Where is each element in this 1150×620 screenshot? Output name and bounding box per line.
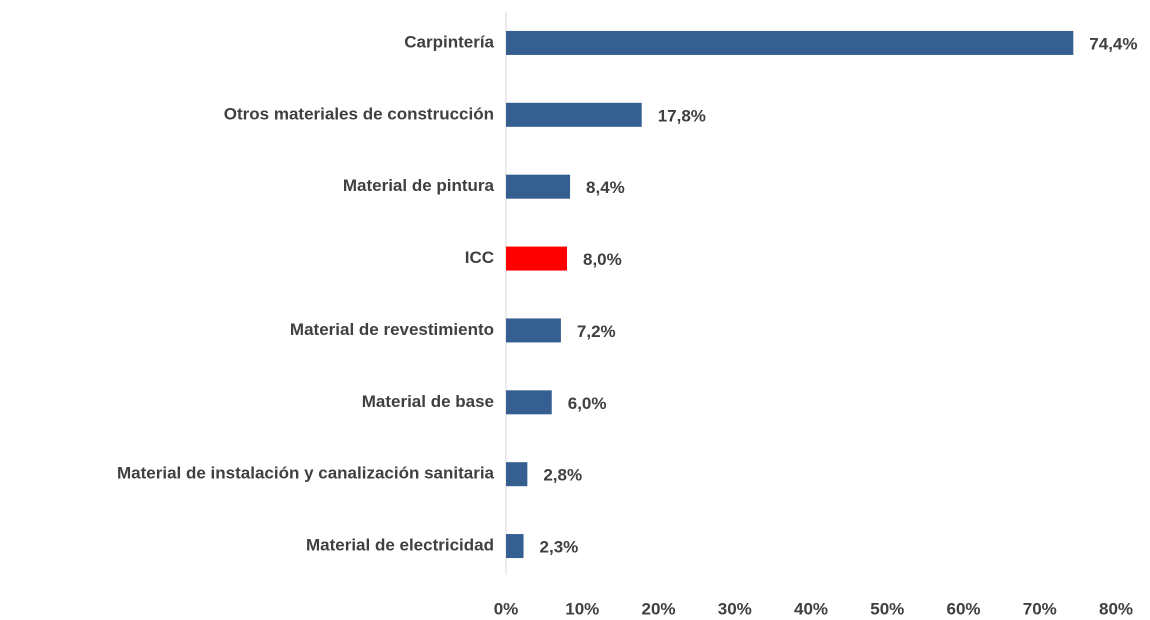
bar bbox=[506, 246, 567, 271]
x-tick-label: 10% bbox=[565, 599, 599, 618]
value-label: 17,8% bbox=[658, 106, 706, 125]
category-label: Carpintería bbox=[404, 32, 494, 51]
bar bbox=[506, 30, 1074, 55]
x-tick-label: 60% bbox=[946, 599, 980, 618]
x-tick-label: 30% bbox=[718, 599, 752, 618]
value-label: 2,3% bbox=[540, 538, 579, 557]
bar bbox=[506, 534, 524, 559]
value-label: 8,0% bbox=[583, 250, 622, 269]
category-label: Otros materiales de construcción bbox=[224, 104, 494, 123]
value-label: 2,8% bbox=[543, 466, 582, 485]
bar bbox=[506, 102, 642, 127]
x-tick-label: 80% bbox=[1099, 599, 1133, 618]
bar bbox=[506, 462, 528, 487]
bar bbox=[506, 390, 552, 415]
x-tick-label: 20% bbox=[641, 599, 675, 618]
value-label: 8,4% bbox=[586, 178, 625, 197]
category-label: Material de instalación y canalización s… bbox=[117, 464, 495, 483]
x-tick-label: 50% bbox=[870, 599, 904, 618]
bar bbox=[506, 318, 561, 343]
category-label: ICC bbox=[465, 248, 494, 267]
category-label: Material de revestimiento bbox=[290, 320, 494, 339]
category-label: Material de electricidad bbox=[306, 536, 494, 555]
x-tick-label: 0% bbox=[494, 599, 519, 618]
bar bbox=[506, 174, 571, 199]
category-label: Material de base bbox=[362, 392, 494, 411]
x-tick-label: 70% bbox=[1023, 599, 1057, 618]
category-label: Material de pintura bbox=[343, 176, 495, 195]
value-label: 6,0% bbox=[568, 394, 607, 413]
value-label: 7,2% bbox=[577, 322, 616, 341]
x-tick-label: 40% bbox=[794, 599, 828, 618]
value-label: 74,4% bbox=[1089, 34, 1137, 53]
